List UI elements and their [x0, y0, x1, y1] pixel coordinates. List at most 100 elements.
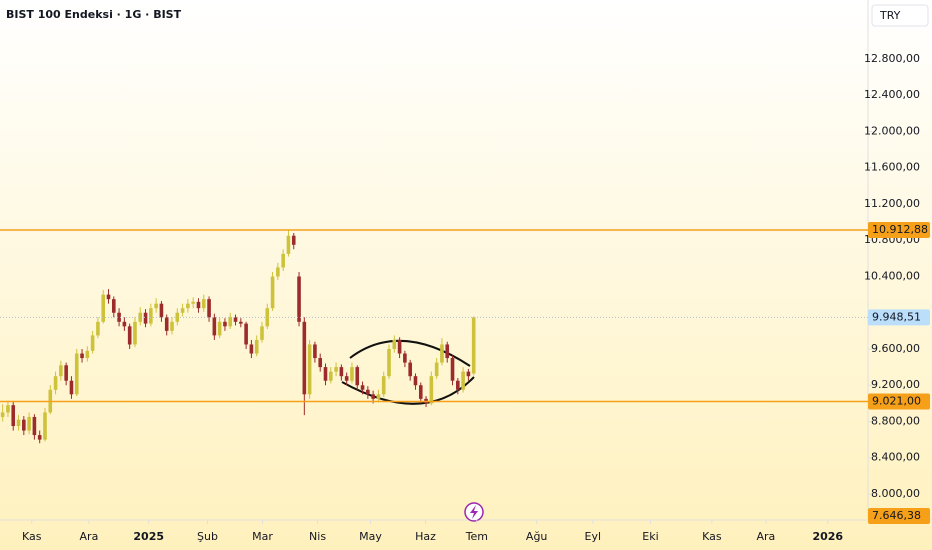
candle-body [122, 321, 127, 327]
candle-body [212, 317, 217, 336]
y-tick-label: 8.800,00 [871, 414, 920, 427]
y-tick-label: 12.400,00 [864, 88, 920, 101]
candle-body [429, 376, 434, 404]
candle-body [85, 350, 90, 359]
last-price-label: 9.948,51 [872, 310, 921, 323]
candle-body [418, 385, 423, 399]
candle-body [74, 353, 79, 395]
y-tick-label: 9.200,00 [871, 378, 920, 391]
candle-body [392, 339, 397, 349]
candle-body [371, 394, 375, 399]
x-tick-label: Haz [415, 530, 436, 543]
candle-body [16, 419, 21, 427]
candle-body [22, 419, 26, 431]
candle-body [387, 348, 391, 377]
y-tick-label: 11.600,00 [864, 161, 920, 174]
x-tick-label: Tem [465, 530, 488, 543]
candle-body [64, 365, 68, 381]
candle-body [59, 365, 63, 377]
candle-body [133, 321, 137, 345]
level-badge [868, 393, 930, 410]
candle-body [143, 312, 148, 324]
candle-body [239, 321, 243, 324]
candle-body [286, 235, 291, 254]
candle-body [366, 389, 370, 395]
x-tick-label: May [359, 530, 382, 543]
candle-body [360, 385, 365, 390]
candle-body [381, 376, 386, 395]
x-tick-label: Ara [80, 530, 99, 543]
x-tick-label: Mar [252, 530, 273, 543]
plot-layer: 8.000,00 8.400,00 8.800,00 9.200,00 9.600,00… [0, 52, 930, 543]
candle-body [291, 235, 296, 245]
candle-body [466, 371, 471, 377]
candle-body [323, 367, 328, 381]
candle-body [408, 362, 412, 377]
candle-body [159, 303, 164, 318]
candle-body [376, 394, 381, 399]
candle-body [127, 326, 132, 345]
candle-body [244, 323, 248, 345]
candle-body [170, 321, 174, 331]
candle-body [440, 344, 444, 363]
candle-body [106, 294, 111, 300]
candle-body [350, 367, 354, 381]
x-tick-label: Ağu [526, 530, 547, 543]
candle-body [201, 299, 206, 309]
candle-body [344, 376, 349, 381]
candle-body [413, 376, 418, 386]
candle-body [217, 321, 222, 336]
currency-button[interactable] [871, 4, 929, 27]
candle-body [270, 276, 275, 309]
y-tick-label: 9.600,00 [871, 342, 920, 355]
candle-body [154, 303, 158, 309]
candle-body [276, 267, 280, 277]
x-tick-label: 2025 [133, 530, 164, 543]
candle-body [96, 321, 100, 336]
candle-body [302, 321, 307, 395]
candle-body [11, 405, 16, 427]
candle-body [138, 312, 143, 322]
candle-body [0, 412, 5, 417]
candle-body [249, 344, 254, 354]
x-tick-label: Nis [309, 530, 326, 543]
candle-body [191, 301, 195, 304]
candle-body [307, 344, 312, 395]
x-tick-label: Kas [22, 530, 42, 543]
candle-body [318, 358, 323, 368]
candle-body [223, 321, 227, 327]
y-tick-label: 8.400,00 [871, 451, 920, 464]
level-label: 10.912,88 [872, 223, 928, 236]
candle-body [27, 416, 31, 431]
currency-label[interactable]: TRY [879, 9, 901, 22]
candle-body [339, 367, 344, 377]
candle-body [313, 344, 317, 359]
candle-body [196, 301, 201, 309]
low-price-label: 7.646,38 [872, 509, 921, 522]
candle-body [254, 339, 259, 354]
candle-body [117, 312, 121, 322]
candle-body [328, 371, 333, 381]
candle-body [281, 253, 285, 268]
level-badge [868, 222, 930, 239]
candle-body [180, 308, 185, 313]
candle-body [6, 405, 10, 413]
candle-body [260, 326, 264, 340]
x-tick-label: Eyl [585, 530, 602, 543]
candle-body [53, 376, 58, 390]
candle-body [233, 317, 238, 322]
candle-body [334, 367, 338, 372]
y-tick-label: 10.400,00 [864, 269, 920, 282]
x-tick-label: Ara [756, 530, 775, 543]
candle-body [37, 435, 42, 440]
lightning [470, 505, 478, 519]
candle-body [69, 380, 74, 395]
candle-body [101, 294, 106, 322]
x-tick-label: 2026 [812, 530, 843, 543]
candle-body [186, 303, 190, 309]
candle-body [434, 362, 439, 377]
candle-body [471, 317, 476, 374]
last-price-badge [868, 309, 930, 326]
